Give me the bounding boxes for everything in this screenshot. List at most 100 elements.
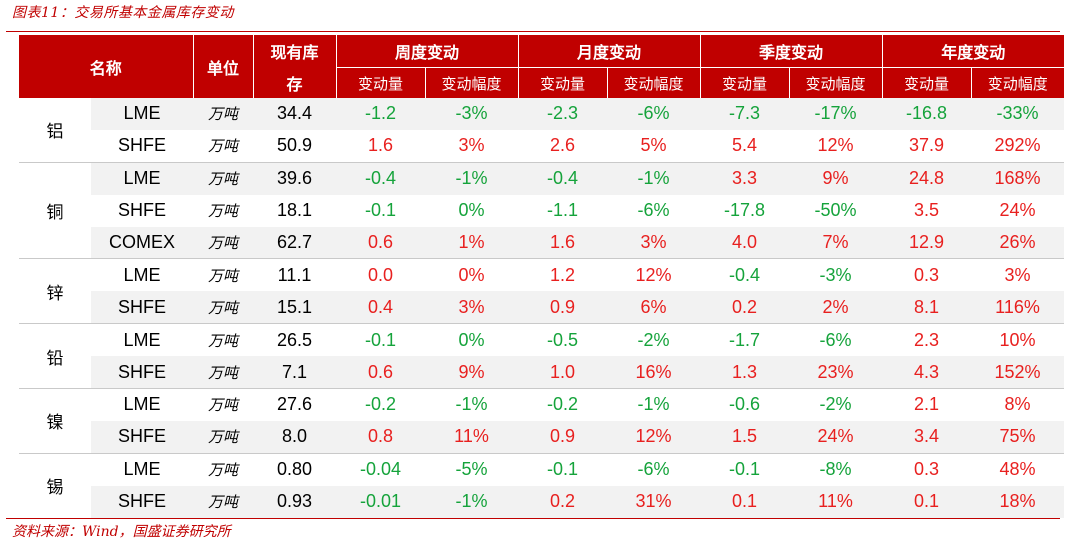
yearly-pct: 292% — [994, 135, 1041, 156]
quarterly-pct: 7% — [789, 226, 882, 259]
yearly-change: 0.3 — [882, 452, 971, 486]
monthly-pct: 12% — [607, 420, 700, 454]
table-row: 锌 LME 万吨 11.1 0.0 0% 1.2 12% -0.4 -3% 0.3 3% — [19, 258, 1064, 324]
yearly-pct: 24% — [999, 200, 1036, 221]
monthly-pct: -1% — [607, 161, 700, 195]
quarterly-change: 5.4 — [731, 135, 758, 156]
header-monthly-pct: 变动幅度 — [606, 67, 700, 98]
table-body: 铝 LME 万吨 34.4 -1.2 -3% -2.3 -6% -7.3 -17% -16.8 -33… — [19, 98, 1064, 518]
exchange-name: SHFE — [91, 291, 193, 324]
weekly-pct: 9% — [425, 356, 518, 389]
yearly-pct: 26% — [971, 226, 1064, 259]
yearly-pct: 48% — [971, 452, 1064, 486]
monthly-change: 2.6 — [549, 135, 576, 156]
exchange-name: SHFE — [117, 200, 166, 221]
weekly-pct: 3% — [425, 291, 518, 324]
metal-name: 铜 — [19, 161, 91, 259]
exchange-name: SHFE — [117, 135, 166, 156]
weekly-pct: 1% — [425, 226, 518, 259]
weekly-pct: 0% — [458, 200, 485, 221]
weekly-change: 0.8 — [336, 420, 425, 454]
quarterly-pct: 9% — [789, 161, 882, 195]
stock-value: 26.5 — [253, 323, 336, 357]
weekly-change: 0.6 — [336, 226, 425, 259]
unit-cell: 万吨 — [193, 161, 253, 195]
exchange-name: LME — [91, 161, 193, 195]
yearly-pct: 8% — [971, 388, 1064, 421]
monthly-change: -0.2 — [518, 388, 607, 421]
weekly-change: -0.04 — [336, 452, 425, 486]
quarterly-pct: -8% — [789, 452, 882, 486]
table-row: 锡 LME 万吨 0.80 -0.04 -5% -0.1 -6% -0.1 -8% 0.3 48% — [19, 452, 1064, 518]
weekly-change: -0.01 — [336, 485, 425, 518]
yearly-pct: 75% — [971, 420, 1064, 454]
table-row: SHFE 万吨 15.1 0.4 3% 0.9 6% 0.2 2% 8.1 116% — [19, 291, 1064, 324]
exchange-name: LME — [91, 323, 193, 357]
quarterly-change: -7.3 — [700, 98, 789, 130]
table-row: SHFE 万吨 0.93 -0.01 -1% 0.2 31% 0.1 11% 0.1 18% — [19, 485, 1064, 518]
yearly-change: 3.4 — [882, 420, 971, 454]
weekly-pct: -5% — [425, 452, 518, 486]
monthly-pct: -6% — [607, 452, 700, 486]
yearly-change: 0.3 — [882, 258, 971, 292]
unit-cell: 万吨 — [193, 388, 253, 421]
weekly-change: -1.2 — [336, 98, 425, 130]
header-quarterly-change: 变动量 — [699, 67, 789, 98]
yearly-change: 37.9 — [908, 135, 945, 156]
header-yearly-pct: 变动幅度 — [970, 67, 1064, 98]
unit-cell: 万吨 — [193, 226, 253, 259]
stock-value: 0.93 — [253, 485, 336, 518]
weekly-change: -0.1 — [336, 323, 425, 357]
inventory-table: 名称 单位 现有库 周度变动 月度变动 季度变动 年度变动 存 变动量 变动幅度… — [19, 35, 1064, 518]
unit-cell: 万吨 — [193, 452, 253, 486]
weekly-pct: -3% — [425, 98, 518, 130]
table-row: 铜 LME 万吨 39.6 -0.4 -1% -0.4 -1% 3.3 9% 24.8 168% — [19, 161, 1064, 259]
yearly-pct: 18% — [971, 485, 1064, 518]
unit-cell: 万吨 — [193, 420, 253, 454]
stock-value: 15.1 — [253, 291, 336, 324]
table-row: SHFE 万吨 18.1 -0.1 0% -1.1 -6% -17.8 -50% 3.5 24% — [19, 195, 1064, 227]
quarterly-change: -0.6 — [700, 388, 789, 421]
caption-rule — [6, 31, 1060, 32]
quarterly-change: -0.1 — [700, 452, 789, 486]
exchange-name: SHFE — [91, 485, 193, 518]
yearly-change: 24.8 — [882, 161, 971, 195]
header-yearly-change: 变动量 — [881, 67, 971, 98]
unit-cell: 万吨 — [193, 98, 253, 130]
weekly-change: -0.4 — [336, 161, 425, 195]
table-row: COMEX 万吨 62.7 0.6 1% 1.6 3% 4.0 7% 12.9 26% — [19, 226, 1064, 259]
yearly-pct: 10% — [971, 323, 1064, 357]
quarterly-pct: 23% — [789, 356, 882, 389]
header-weekly-pct: 变动幅度 — [424, 67, 518, 98]
monthly-pct: 5% — [640, 135, 667, 156]
stock-value: 27.6 — [253, 388, 336, 421]
yearly-change: 12.9 — [882, 226, 971, 259]
weekly-pct: 0% — [425, 323, 518, 357]
monthly-pct: 3% — [607, 226, 700, 259]
monthly-change: 0.9 — [518, 420, 607, 454]
exchange-name: LME — [91, 258, 193, 292]
weekly-change: 1.6 — [367, 135, 394, 156]
quarterly-pct: -17% — [789, 98, 882, 130]
monthly-pct: -6% — [637, 200, 670, 221]
metal-name: 铅 — [19, 323, 91, 389]
quarterly-change: 0.2 — [700, 291, 789, 324]
unit-cell: 万吨 — [207, 202, 238, 221]
yearly-change: 2.3 — [882, 323, 971, 357]
yearly-change: -16.8 — [882, 98, 971, 130]
quarterly-pct: -2% — [789, 388, 882, 421]
monthly-pct: 12% — [607, 258, 700, 292]
table-row: SHFE 万吨 8.0 0.8 11% 0.9 12% 1.5 24% 3.4 75% — [19, 420, 1064, 454]
figure-caption: 图表11：交易所基本金属库存变动 — [12, 5, 234, 21]
monthly-change: -1.1 — [546, 200, 579, 221]
metal-name: 锌 — [19, 258, 91, 324]
weekly-pct: -1% — [425, 388, 518, 421]
monthly-pct: 16% — [607, 356, 700, 389]
exchange-name: SHFE — [91, 420, 193, 454]
yearly-change: 2.1 — [882, 388, 971, 421]
yearly-pct: 3% — [971, 258, 1064, 292]
header-stock-line1: 现有库 — [252, 35, 336, 68]
quarterly-pct: -6% — [789, 323, 882, 357]
monthly-change: 1.6 — [518, 226, 607, 259]
yearly-change: 0.1 — [882, 485, 971, 518]
